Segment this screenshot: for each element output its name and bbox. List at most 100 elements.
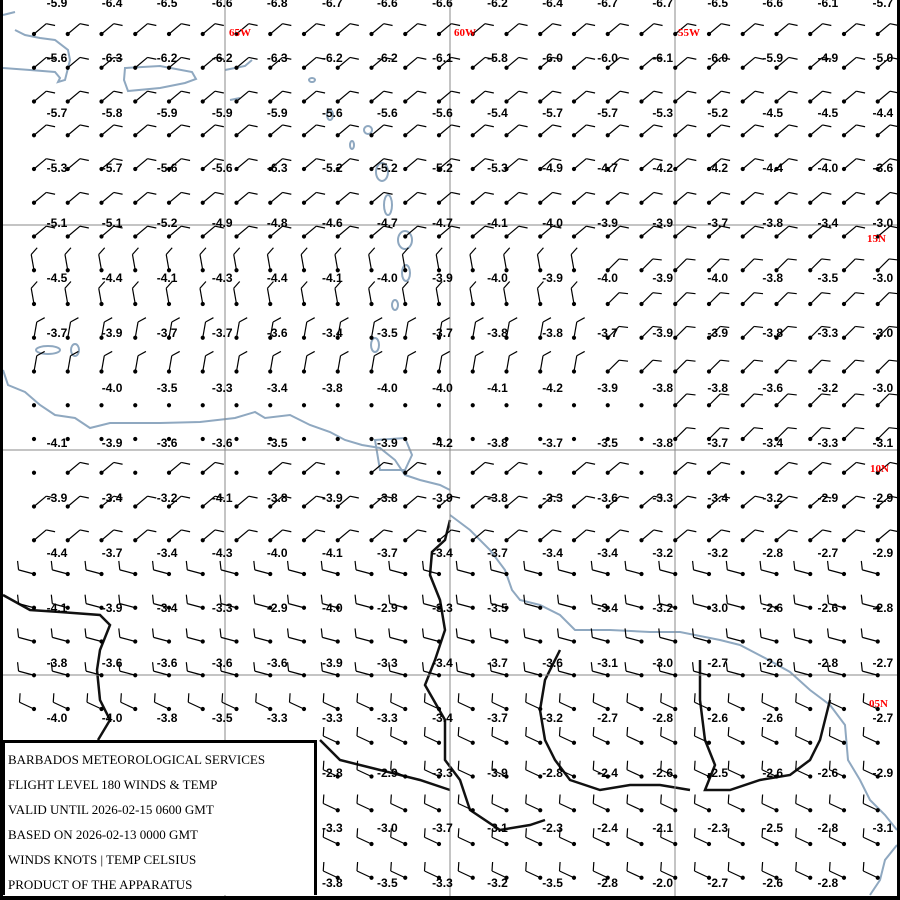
- barb-staff: [187, 701, 204, 710]
- barb-feather: [523, 560, 526, 570]
- temperature-label: -3.5: [377, 326, 398, 340]
- barb-staff: [776, 192, 790, 204]
- temperature-label: -4.5: [817, 106, 838, 120]
- wind-barb: [30, 247, 38, 273]
- barb-staff: [337, 529, 351, 541]
- wind-barb: [660, 794, 678, 813]
- wind-barb: [808, 495, 832, 509]
- barb-feather: [435, 247, 443, 255]
- barb-feather: [181, 124, 191, 128]
- wind-barb: [436, 436, 442, 442]
- barb-feather: [214, 158, 224, 162]
- barb-feather: [417, 225, 427, 229]
- barb-feather: [727, 726, 730, 737]
- barb-feather: [417, 23, 427, 27]
- wind-barb: [525, 794, 543, 813]
- barb-staff: [337, 495, 351, 507]
- barb-staff: [708, 462, 722, 474]
- barb-feather: [147, 90, 157, 94]
- barb-staff: [524, 636, 541, 643]
- wind-barb: [795, 828, 813, 847]
- temperature-label: -3.9: [597, 216, 618, 230]
- barb-feather: [753, 258, 764, 261]
- barb-feather: [50, 560, 53, 570]
- wind-barb: [199, 281, 207, 307]
- barb-feather: [253, 594, 256, 604]
- wind-barb: [740, 56, 764, 70]
- temperature-label: -3.1: [873, 436, 894, 450]
- barb-feather: [793, 662, 796, 672]
- temperature-label: -3.1: [873, 821, 894, 835]
- barb-staff: [202, 124, 216, 136]
- wind-barb: [436, 90, 461, 104]
- wind-barb: [133, 124, 157, 138]
- barb-staff: [337, 124, 351, 136]
- barb-staff: [708, 495, 722, 507]
- barb-feather: [451, 56, 461, 60]
- wind-barb: [16, 662, 37, 678]
- barb-feather: [558, 861, 561, 872]
- wind-barb: [199, 247, 207, 273]
- barb-feather: [822, 191, 832, 195]
- temperature-label: -5.7: [47, 106, 68, 120]
- barb-feather: [721, 225, 731, 229]
- barb-feather: [721, 124, 731, 128]
- wind-barb: [286, 628, 307, 644]
- wind-barb: [875, 124, 899, 138]
- temperature-label: -3.4: [157, 601, 178, 615]
- wind-barb: [639, 90, 663, 104]
- barb-staff: [794, 603, 811, 609]
- barb-staff: [829, 701, 845, 710]
- martinique: [397, 230, 413, 250]
- wind-barb: [841, 56, 866, 70]
- wind-barb: [99, 495, 123, 509]
- temperature-label: -4.7: [597, 161, 618, 175]
- barb-feather: [787, 258, 797, 261]
- temperature-label: -3.4: [102, 491, 123, 505]
- barb-staff: [727, 670, 743, 676]
- wind-barb: [538, 225, 562, 239]
- barb-staff: [457, 636, 473, 643]
- barb-feather: [368, 281, 376, 289]
- wind-barb: [571, 191, 596, 205]
- wind-barb: [369, 317, 383, 340]
- barb-staff: [727, 870, 744, 879]
- barb-staff: [85, 636, 102, 643]
- barb-staff: [67, 495, 81, 507]
- barb-feather: [653, 124, 663, 128]
- wind-barb: [740, 225, 764, 239]
- barb-staff: [877, 258, 890, 271]
- wind-barb: [200, 225, 224, 239]
- wind-barb: [470, 350, 484, 374]
- barb-feather: [619, 124, 629, 128]
- wind-barb: [875, 529, 899, 543]
- temperature-label: -3.5: [817, 271, 838, 285]
- temperature-label: -5.1: [102, 216, 123, 230]
- wind-barb: [335, 225, 359, 239]
- temperature-label: -2.9: [873, 546, 894, 560]
- barb-feather: [137, 350, 147, 357]
- barb-staff: [708, 158, 722, 170]
- wind-barb: [706, 23, 731, 37]
- barb-staff: [809, 225, 823, 237]
- barb-feather: [316, 461, 326, 465]
- barb-feather: [165, 247, 173, 255]
- temperature-label: -4.2: [652, 161, 673, 175]
- temperature-label: -3.6: [267, 656, 288, 670]
- wind-barb: [99, 350, 113, 374]
- temperature-label: -2.8: [322, 766, 343, 780]
- barb-staff: [404, 158, 418, 170]
- wind-barb: [301, 436, 307, 442]
- barb-feather: [788, 90, 798, 94]
- barb-feather: [558, 794, 561, 804]
- barb-feather: [253, 560, 256, 570]
- temperature-label: -5.7: [102, 161, 123, 175]
- wind-barb: [740, 191, 764, 205]
- barb-feather: [586, 124, 596, 128]
- barb-staff: [303, 124, 317, 136]
- barb-feather: [788, 23, 798, 27]
- wind-barb: [50, 594, 70, 610]
- wind-barb: [457, 861, 475, 880]
- barb-feather: [70, 317, 79, 323]
- wind-barb: [740, 529, 764, 543]
